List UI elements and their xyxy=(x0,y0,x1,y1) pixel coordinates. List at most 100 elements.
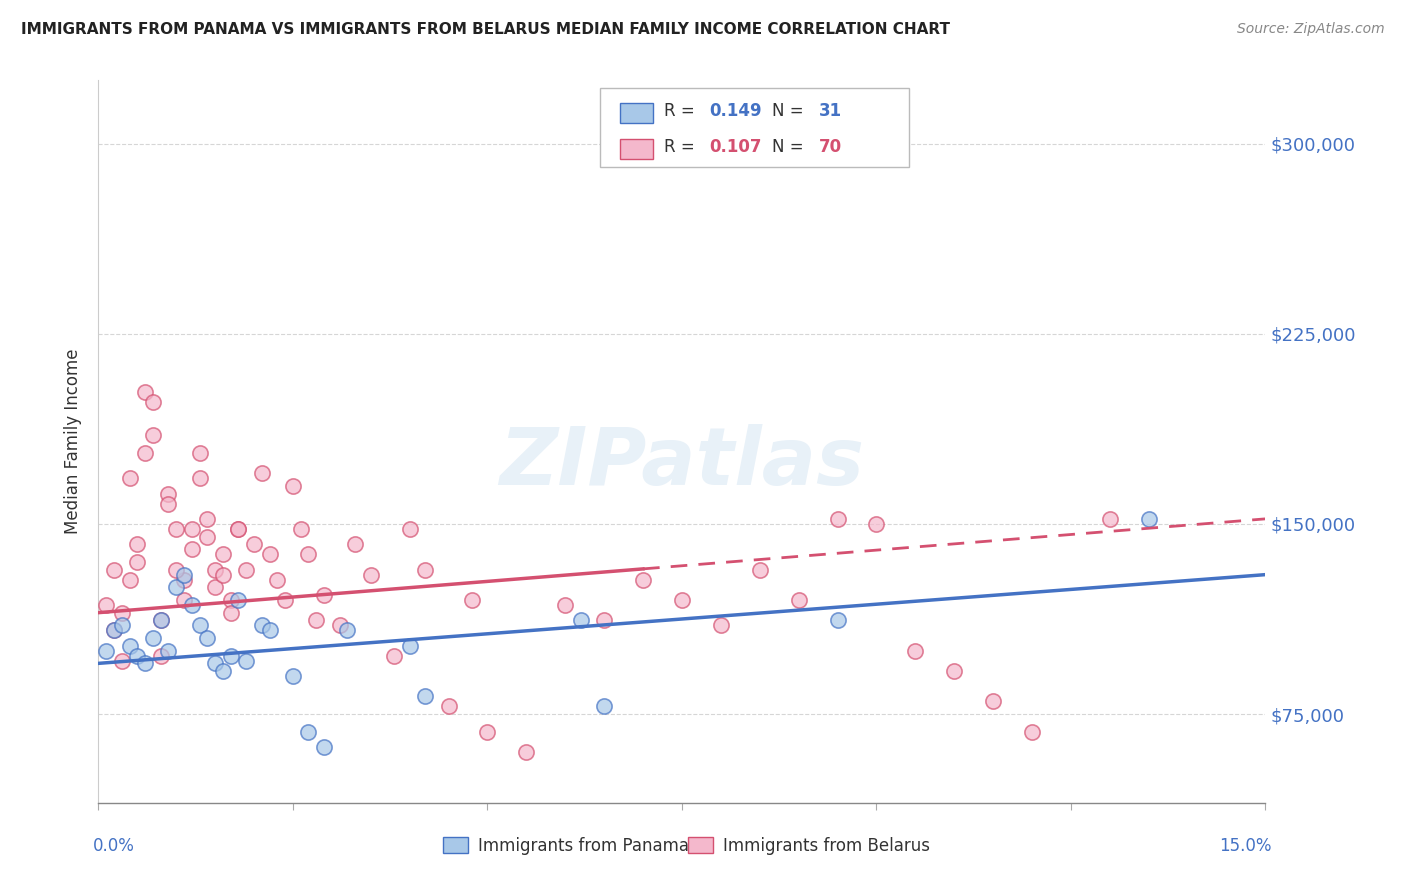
Point xyxy=(142,395,165,409)
Point xyxy=(195,512,218,526)
Point xyxy=(180,522,202,536)
Point xyxy=(165,563,187,577)
Point xyxy=(413,690,436,704)
Point xyxy=(297,547,319,561)
Point xyxy=(103,624,125,638)
Point xyxy=(710,618,733,632)
Point xyxy=(173,573,195,587)
Point xyxy=(312,588,335,602)
Point xyxy=(127,648,149,663)
Point xyxy=(111,606,134,620)
Point xyxy=(180,542,202,557)
Point xyxy=(127,555,149,569)
Point xyxy=(413,563,436,577)
Point xyxy=(398,522,420,536)
Point xyxy=(149,613,172,627)
Point xyxy=(827,512,849,526)
Text: R =: R = xyxy=(665,103,700,120)
Point xyxy=(398,639,420,653)
Point xyxy=(274,593,297,607)
Point xyxy=(103,563,125,577)
Point xyxy=(305,613,328,627)
Text: ZIPatlas: ZIPatlas xyxy=(499,425,865,502)
Point xyxy=(134,385,156,400)
Point xyxy=(118,573,141,587)
Point xyxy=(149,648,172,663)
Point xyxy=(382,648,405,663)
Point xyxy=(212,567,235,582)
Point xyxy=(219,648,242,663)
Text: 0.0%: 0.0% xyxy=(93,838,135,855)
Point xyxy=(259,547,281,561)
Point xyxy=(344,537,367,551)
Point xyxy=(336,624,359,638)
FancyBboxPatch shape xyxy=(600,87,910,167)
Text: Source: ZipAtlas.com: Source: ZipAtlas.com xyxy=(1237,22,1385,37)
Point xyxy=(96,643,118,657)
Text: Immigrants from Belarus: Immigrants from Belarus xyxy=(723,838,929,855)
Y-axis label: Median Family Income: Median Family Income xyxy=(65,349,83,534)
Point xyxy=(228,593,250,607)
Point xyxy=(180,598,202,612)
Point xyxy=(134,446,156,460)
Point xyxy=(259,624,281,638)
Point xyxy=(118,471,141,485)
Point xyxy=(134,657,156,671)
FancyBboxPatch shape xyxy=(688,838,713,854)
Point xyxy=(250,618,273,632)
Point xyxy=(219,606,242,620)
Point xyxy=(157,497,180,511)
Point xyxy=(111,618,134,632)
FancyBboxPatch shape xyxy=(443,838,468,854)
Text: IMMIGRANTS FROM PANAMA VS IMMIGRANTS FROM BELARUS MEDIAN FAMILY INCOME CORRELATI: IMMIGRANTS FROM PANAMA VS IMMIGRANTS FRO… xyxy=(21,22,950,37)
Point xyxy=(165,522,187,536)
Text: 0.149: 0.149 xyxy=(709,103,762,120)
Point xyxy=(865,516,887,531)
Point xyxy=(212,547,235,561)
Point xyxy=(360,567,382,582)
Text: N =: N = xyxy=(772,138,808,156)
Point xyxy=(631,573,654,587)
Point xyxy=(173,567,195,582)
Point xyxy=(157,643,180,657)
Point xyxy=(281,479,304,493)
Point xyxy=(904,643,927,657)
Point xyxy=(188,471,211,485)
Point xyxy=(204,657,226,671)
Text: 31: 31 xyxy=(818,103,842,120)
Point xyxy=(290,522,312,536)
Point xyxy=(281,669,304,683)
Point xyxy=(212,664,235,678)
Point xyxy=(593,613,616,627)
Point xyxy=(671,593,693,607)
Point xyxy=(1021,724,1043,739)
Text: Immigrants from Panama: Immigrants from Panama xyxy=(478,838,689,855)
Point xyxy=(827,613,849,627)
Point xyxy=(195,631,218,645)
Point xyxy=(515,745,537,759)
Text: 0.107: 0.107 xyxy=(709,138,761,156)
Point xyxy=(593,699,616,714)
Point xyxy=(157,486,180,500)
Text: N =: N = xyxy=(772,103,808,120)
Point xyxy=(228,522,250,536)
Point xyxy=(477,724,499,739)
Point xyxy=(195,530,218,544)
Point xyxy=(204,580,226,594)
FancyBboxPatch shape xyxy=(620,139,652,159)
Point xyxy=(149,613,172,627)
FancyBboxPatch shape xyxy=(620,103,652,123)
Point xyxy=(787,593,810,607)
Point xyxy=(188,446,211,460)
Text: 70: 70 xyxy=(818,138,842,156)
Point xyxy=(127,537,149,551)
Point xyxy=(188,618,211,632)
Point xyxy=(204,563,226,577)
Point xyxy=(981,694,1004,708)
Point xyxy=(943,664,966,678)
Point xyxy=(96,598,118,612)
Point xyxy=(111,654,134,668)
Point xyxy=(569,613,592,627)
Point xyxy=(312,739,335,754)
Text: 15.0%: 15.0% xyxy=(1219,838,1271,855)
